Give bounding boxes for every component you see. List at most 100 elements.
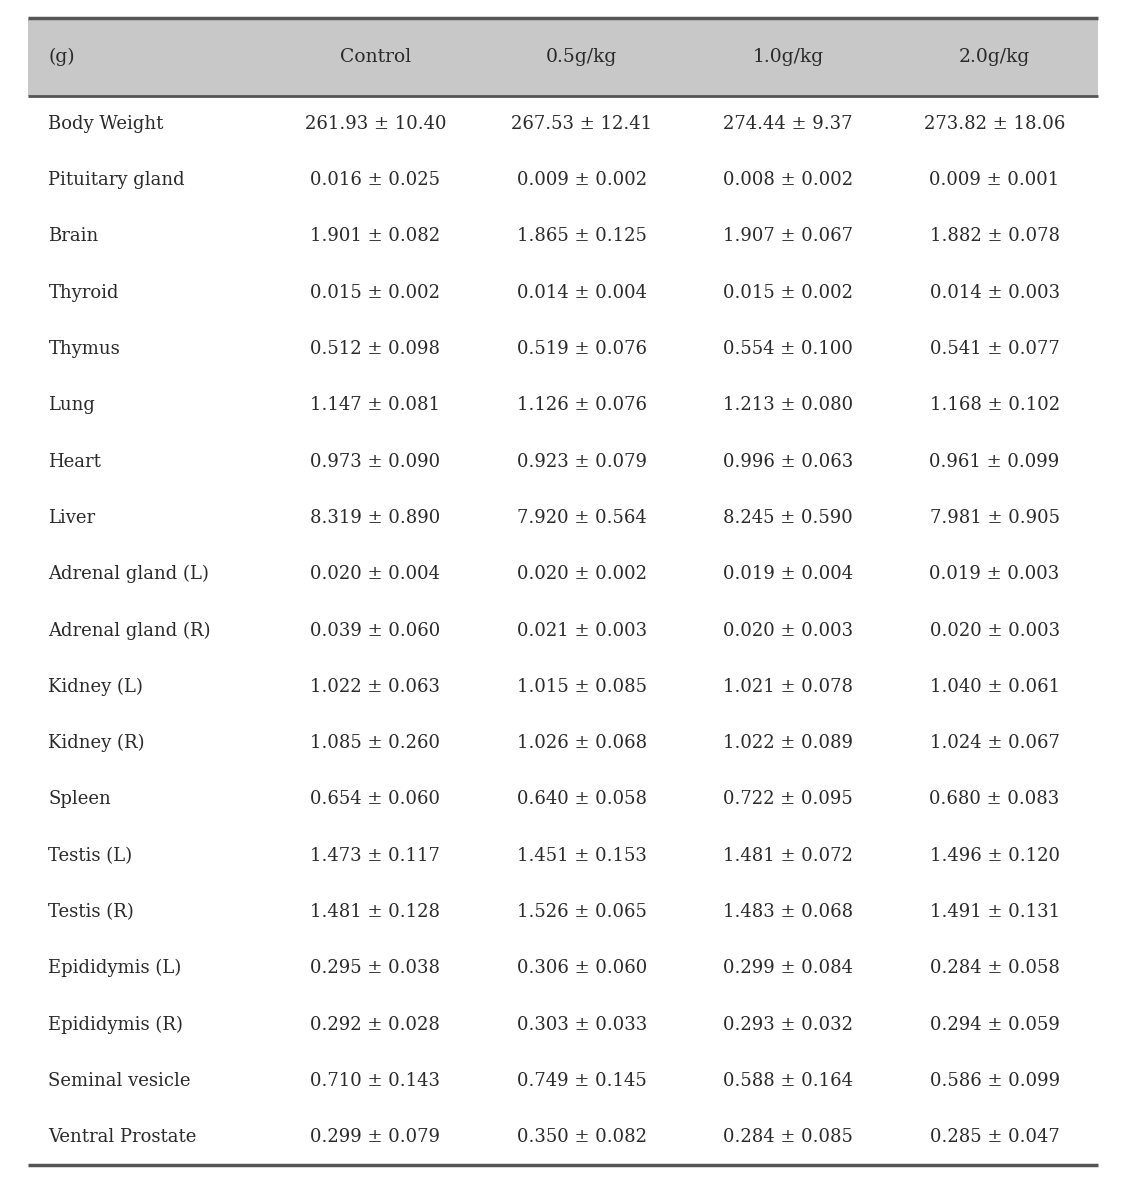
Text: Testis (R): Testis (R)	[48, 903, 134, 920]
Text: Epididymis (L): Epididymis (L)	[48, 959, 181, 977]
Bar	[28, 18, 1098, 96]
Text: 0.640 ± 0.058: 0.640 ± 0.058	[517, 790, 646, 808]
Text: 1.865 ± 0.125: 1.865 ± 0.125	[517, 227, 646, 246]
Text: 0.293 ± 0.032: 0.293 ± 0.032	[723, 1015, 854, 1034]
Text: 0.015 ± 0.002: 0.015 ± 0.002	[723, 284, 854, 302]
Text: 0.519 ± 0.076: 0.519 ± 0.076	[517, 340, 646, 358]
Text: 0.020 ± 0.003: 0.020 ± 0.003	[930, 621, 1060, 640]
Text: 1.147 ± 0.081: 1.147 ± 0.081	[311, 396, 440, 414]
Text: 1.026 ± 0.068: 1.026 ± 0.068	[517, 735, 646, 752]
Text: 1.483 ± 0.068: 1.483 ± 0.068	[723, 903, 854, 920]
Text: 1.022 ± 0.063: 1.022 ± 0.063	[311, 678, 440, 696]
Text: 2.0g/kg: 2.0g/kg	[959, 47, 1030, 66]
Text: 0.996 ± 0.063: 0.996 ± 0.063	[723, 453, 854, 471]
Text: 0.299 ± 0.079: 0.299 ± 0.079	[311, 1129, 440, 1146]
Text: Liver: Liver	[48, 509, 96, 526]
Text: 261.93 ± 10.40: 261.93 ± 10.40	[304, 115, 446, 132]
Text: 1.451 ± 0.153: 1.451 ± 0.153	[517, 847, 646, 865]
Text: Heart: Heart	[48, 453, 101, 471]
Text: 1.168 ± 0.102: 1.168 ± 0.102	[930, 396, 1060, 414]
Text: 1.473 ± 0.117: 1.473 ± 0.117	[311, 847, 440, 865]
Text: 0.009 ± 0.002: 0.009 ± 0.002	[517, 172, 646, 189]
Text: 0.020 ± 0.004: 0.020 ± 0.004	[311, 565, 440, 583]
Text: 0.961 ± 0.099: 0.961 ± 0.099	[929, 453, 1060, 471]
Text: Seminal vesicle: Seminal vesicle	[48, 1072, 191, 1090]
Text: Kidney (L): Kidney (L)	[48, 678, 143, 696]
Text: 7.981 ± 0.905: 7.981 ± 0.905	[930, 509, 1060, 526]
Text: 0.512 ± 0.098: 0.512 ± 0.098	[311, 340, 440, 358]
Text: 274.44 ± 9.37: 274.44 ± 9.37	[723, 115, 852, 132]
Text: 0.923 ± 0.079: 0.923 ± 0.079	[517, 453, 646, 471]
Text: 1.213 ± 0.080: 1.213 ± 0.080	[723, 396, 854, 414]
Text: 0.299 ± 0.084: 0.299 ± 0.084	[723, 959, 854, 977]
Text: 0.586 ± 0.099: 0.586 ± 0.099	[930, 1072, 1060, 1090]
Text: 0.722 ± 0.095: 0.722 ± 0.095	[723, 790, 854, 808]
Text: 0.295 ± 0.038: 0.295 ± 0.038	[311, 959, 440, 977]
Text: 1.015 ± 0.085: 1.015 ± 0.085	[517, 678, 646, 696]
Text: 0.009 ± 0.001: 0.009 ± 0.001	[929, 172, 1060, 189]
Text: Thymus: Thymus	[48, 340, 120, 358]
Text: 0.303 ± 0.033: 0.303 ± 0.033	[517, 1015, 646, 1034]
Text: 8.319 ± 0.890: 8.319 ± 0.890	[310, 509, 440, 526]
Text: 0.016 ± 0.025: 0.016 ± 0.025	[311, 172, 440, 189]
Text: 0.541 ± 0.077: 0.541 ± 0.077	[930, 340, 1060, 358]
Text: 0.019 ± 0.003: 0.019 ± 0.003	[929, 565, 1060, 583]
Text: 273.82 ± 18.06: 273.82 ± 18.06	[924, 115, 1065, 132]
Text: 1.085 ± 0.260: 1.085 ± 0.260	[311, 735, 440, 752]
Text: 1.0g/kg: 1.0g/kg	[752, 47, 824, 66]
Text: 1.021 ± 0.078: 1.021 ± 0.078	[723, 678, 854, 696]
Text: 0.654 ± 0.060: 0.654 ± 0.060	[311, 790, 440, 808]
Text: 0.015 ± 0.002: 0.015 ± 0.002	[311, 284, 440, 302]
Text: 0.284 ± 0.058: 0.284 ± 0.058	[930, 959, 1060, 977]
Text: 0.292 ± 0.028: 0.292 ± 0.028	[311, 1015, 440, 1034]
Text: 0.020 ± 0.002: 0.020 ± 0.002	[517, 565, 646, 583]
Text: Thyroid: Thyroid	[48, 284, 119, 302]
Text: 0.294 ± 0.059: 0.294 ± 0.059	[930, 1015, 1060, 1034]
Text: 267.53 ± 12.41: 267.53 ± 12.41	[511, 115, 652, 132]
Text: 0.680 ± 0.083: 0.680 ± 0.083	[929, 790, 1060, 808]
Text: 0.019 ± 0.004: 0.019 ± 0.004	[723, 565, 854, 583]
Text: 0.588 ± 0.164: 0.588 ± 0.164	[723, 1072, 854, 1090]
Text: Spleen: Spleen	[48, 790, 111, 808]
Text: Testis (L): Testis (L)	[48, 847, 133, 865]
Text: Lung: Lung	[48, 396, 96, 414]
Text: 1.901 ± 0.082: 1.901 ± 0.082	[310, 227, 440, 246]
Text: 0.749 ± 0.145: 0.749 ± 0.145	[517, 1072, 646, 1090]
Text: 1.481 ± 0.072: 1.481 ± 0.072	[723, 847, 854, 865]
Text: 0.020 ± 0.003: 0.020 ± 0.003	[723, 621, 854, 640]
Text: 0.973 ± 0.090: 0.973 ± 0.090	[310, 453, 440, 471]
Text: 0.014 ± 0.003: 0.014 ± 0.003	[930, 284, 1060, 302]
Text: 0.710 ± 0.143: 0.710 ± 0.143	[311, 1072, 440, 1090]
Text: Pituitary gland: Pituitary gland	[48, 172, 185, 189]
Text: Ventral Prostate: Ventral Prostate	[48, 1129, 197, 1146]
Text: Epididymis (R): Epididymis (R)	[48, 1015, 184, 1034]
Text: Body Weight: Body Weight	[48, 115, 163, 132]
Text: 1.022 ± 0.089: 1.022 ± 0.089	[723, 735, 854, 752]
Text: Adrenal gland (L): Adrenal gland (L)	[48, 565, 209, 583]
Text: Adrenal gland (R): Adrenal gland (R)	[48, 621, 211, 640]
Text: (g): (g)	[48, 47, 75, 66]
Text: 1.024 ± 0.067: 1.024 ± 0.067	[930, 735, 1060, 752]
Text: Brain: Brain	[48, 227, 99, 246]
Text: 8.245 ± 0.590: 8.245 ± 0.590	[723, 509, 854, 526]
Text: 0.021 ± 0.003: 0.021 ± 0.003	[517, 621, 646, 640]
Text: 0.039 ± 0.060: 0.039 ± 0.060	[310, 621, 440, 640]
Text: 1.882 ± 0.078: 1.882 ± 0.078	[930, 227, 1060, 246]
Text: 1.526 ± 0.065: 1.526 ± 0.065	[517, 903, 646, 920]
Text: 7.920 ± 0.564: 7.920 ± 0.564	[517, 509, 646, 526]
Text: 1.496 ± 0.120: 1.496 ± 0.120	[930, 847, 1060, 865]
Text: 0.008 ± 0.002: 0.008 ± 0.002	[723, 172, 854, 189]
Text: Control: Control	[340, 47, 411, 66]
Text: 1.907 ± 0.067: 1.907 ± 0.067	[723, 227, 854, 246]
Text: 0.014 ± 0.004: 0.014 ± 0.004	[517, 284, 646, 302]
Text: 0.554 ± 0.100: 0.554 ± 0.100	[723, 340, 854, 358]
Text: 0.306 ± 0.060: 0.306 ± 0.060	[517, 959, 646, 977]
Text: 0.285 ± 0.047: 0.285 ± 0.047	[930, 1129, 1060, 1146]
Text: 0.5g/kg: 0.5g/kg	[546, 47, 617, 66]
Text: 1.491 ± 0.131: 1.491 ± 0.131	[930, 903, 1060, 920]
Text: 0.350 ± 0.082: 0.350 ± 0.082	[517, 1129, 646, 1146]
Text: 0.284 ± 0.085: 0.284 ± 0.085	[723, 1129, 854, 1146]
Text: 1.040 ± 0.061: 1.040 ± 0.061	[930, 678, 1060, 696]
Text: 1.481 ± 0.128: 1.481 ± 0.128	[311, 903, 440, 920]
Text: 1.126 ± 0.076: 1.126 ± 0.076	[517, 396, 646, 414]
